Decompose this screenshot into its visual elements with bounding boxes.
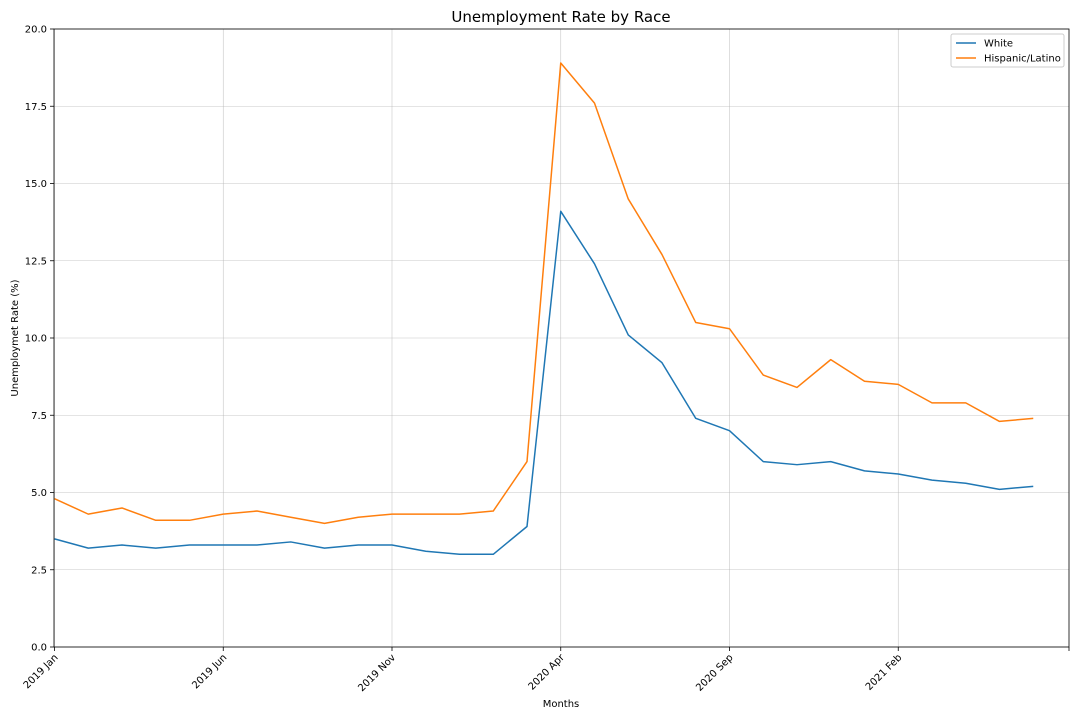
legend-label: White <box>984 39 1013 50</box>
y-tick-label: 0.0 <box>31 643 47 654</box>
y-tick-label: 5.0 <box>31 488 47 499</box>
legend-box <box>950 33 1065 68</box>
x-axis-label: Months <box>543 699 580 710</box>
series-line-0 <box>54 210 1034 556</box>
y-axis-label: Unemploymet Rate (%) <box>10 279 21 396</box>
legend-label: Hispanic/Latino <box>984 54 1061 65</box>
y-tick-label: 17.5 <box>25 102 47 113</box>
legend: White Hispanic/Latino <box>950 33 1065 68</box>
series-lines <box>54 62 1034 556</box>
y-tick-label: 2.5 <box>31 565 47 576</box>
y-axis-ticks: 0.0 2.5 5.0 7.5 10.0 12.5 15.0 17.5 20.0 <box>25 25 54 654</box>
series-line-1 <box>54 62 1034 525</box>
chart-title: Unemployment Rate by Race <box>451 8 670 26</box>
y-tick-label: 7.5 <box>31 411 47 422</box>
y-tick-label: 15.0 <box>25 179 47 190</box>
y-tick-label: 20.0 <box>25 25 47 36</box>
y-tick-label: 12.5 <box>25 256 47 267</box>
grid-lines <box>54 28 1069 648</box>
y-tick-label: 10.0 <box>25 334 47 345</box>
